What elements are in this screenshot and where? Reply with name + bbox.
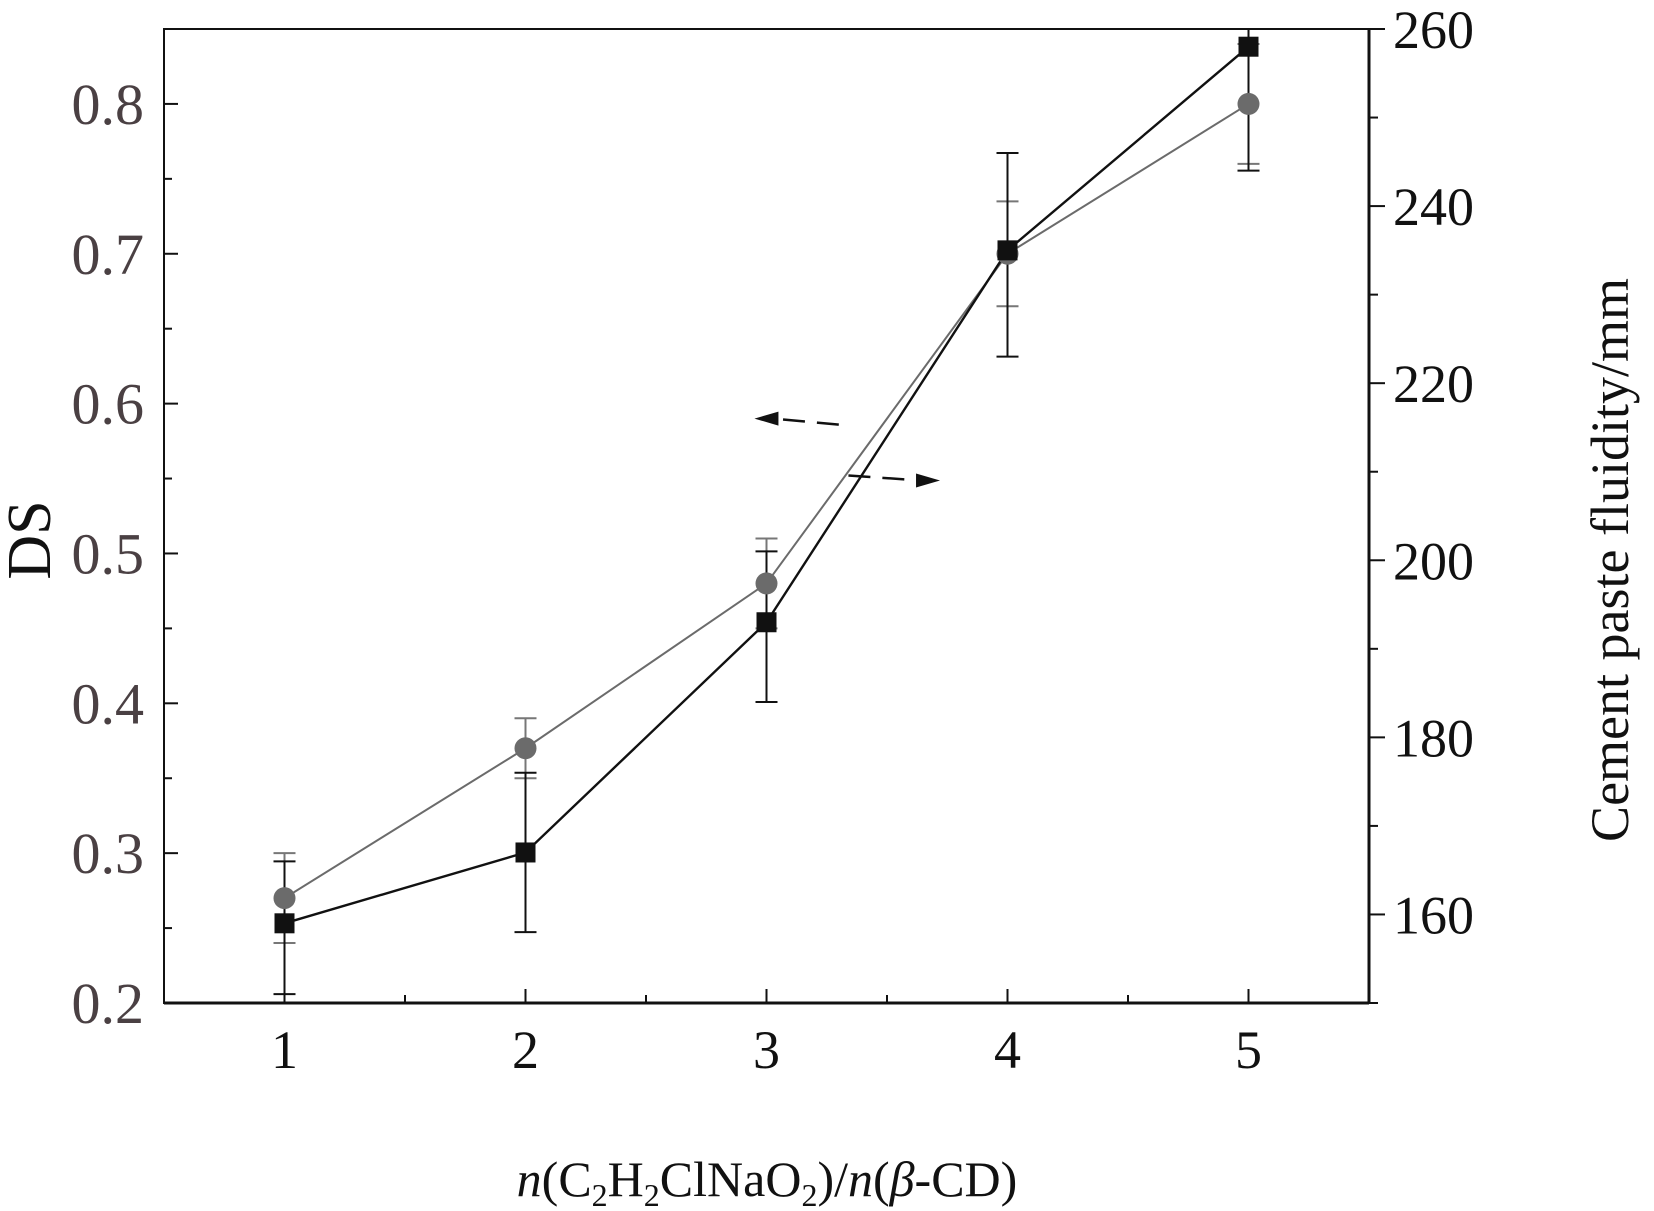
left-tick-label: 0.4 xyxy=(72,671,145,736)
x-tick-label: 5 xyxy=(1235,1020,1262,1080)
x-tick-label: 4 xyxy=(994,1020,1021,1080)
arrow-right-shaft xyxy=(848,474,923,482)
x-axis-ticks: 1 2 3 4 5 xyxy=(271,989,1370,1080)
x-tick-label: 2 xyxy=(512,1020,539,1080)
right-tick-label: 200 xyxy=(1393,531,1474,591)
x-axis-title: n(C2H2ClNaO2)/n(β-CD) xyxy=(517,1151,1018,1211)
left-tick-label: 0.6 xyxy=(72,372,145,437)
square-marker xyxy=(997,240,1018,261)
circle-marker xyxy=(273,887,296,910)
series-line xyxy=(283,103,1250,899)
left-tick-label: 0.5 xyxy=(72,521,145,586)
left-axis-ticks: 0.2 0.3 0.4 0.5 0.6 0.7 0.8 xyxy=(72,72,178,1036)
circle-marker xyxy=(755,572,778,595)
right-tick-label: 240 xyxy=(1393,177,1474,237)
right-tick-label: 180 xyxy=(1393,708,1474,768)
left-tick-label: 0.7 xyxy=(72,222,145,287)
axis-arrows xyxy=(754,411,941,488)
square-marker xyxy=(756,612,777,633)
plot-area xyxy=(163,28,1371,1005)
circle-marker xyxy=(514,737,537,760)
x-tick-label: 3 xyxy=(753,1020,780,1080)
series-lines xyxy=(283,45,1250,925)
error-bars xyxy=(273,28,1260,996)
data-markers xyxy=(273,36,1260,934)
right-axis-ticks: 160 180 200 220 240 260 xyxy=(1369,0,1474,1004)
right-tick-label: 220 xyxy=(1393,354,1474,414)
left-tick-label: 0.8 xyxy=(72,72,145,137)
arrow-left-shaft xyxy=(772,417,839,426)
square-marker xyxy=(515,842,536,863)
left-axis-title: DS xyxy=(0,500,64,579)
arrow-left-head xyxy=(754,411,779,426)
x-tick-label: 1 xyxy=(271,1020,298,1080)
left-tick-label: 0.3 xyxy=(72,821,145,886)
right-tick-label: 260 xyxy=(1393,0,1474,60)
arrow-right-head xyxy=(916,473,941,488)
right-axis-title: Cement paste fluidity/mm xyxy=(1580,278,1640,842)
left-tick-label: 0.2 xyxy=(72,971,145,1036)
circle-marker xyxy=(1237,92,1260,115)
right-tick-label: 160 xyxy=(1393,885,1474,945)
square-marker xyxy=(1238,36,1259,57)
square-marker xyxy=(274,913,295,934)
series-line xyxy=(284,45,1250,925)
plot-frame xyxy=(163,28,1370,1004)
